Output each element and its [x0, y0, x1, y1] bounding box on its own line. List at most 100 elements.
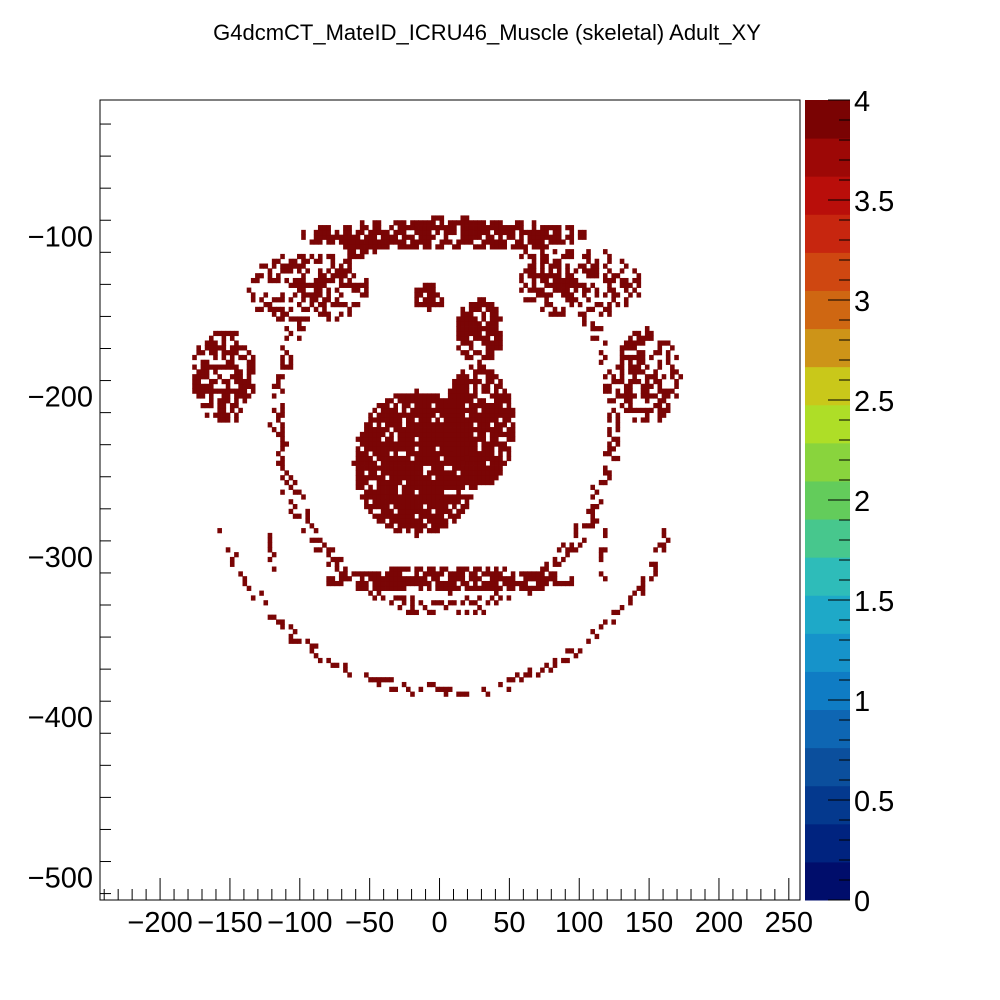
heatmap-cell-anterior-muscle-band — [569, 239, 575, 245]
heatmap-cell-heart-main — [431, 455, 436, 462]
heatmap-cell-heart-main — [385, 460, 390, 466]
heatmap-cell-right-upper-pec — [527, 273, 533, 279]
heatmap-cell-left-upper-pec — [334, 297, 340, 303]
heatmap-cell-heart-main — [418, 455, 424, 462]
heatmap-cell-anterior-muscle-band — [535, 234, 541, 240]
heatmap-cell-heart-main — [443, 446, 449, 452]
heatmap-cell-aorta-mid — [418, 292, 424, 298]
heatmap-cell-left-arm-muscle — [238, 369, 243, 375]
heatmap-cell-heart-main — [380, 494, 386, 500]
heatmap-cell-heart-main — [468, 479, 474, 486]
heatmap-cell-heart-main — [418, 422, 424, 428]
heatmap-cell-inner-torso-ring — [607, 431, 612, 438]
heatmap-cell-right-arm-muscle — [657, 378, 663, 385]
heatmap-cell-left-upper-pec — [301, 263, 306, 269]
heatmap-cell-heart-main — [376, 441, 382, 447]
heatmap-cell-heart-main — [418, 523, 424, 529]
heatmap-cell-left-arm-muscle — [234, 388, 239, 394]
heatmap-cell-posterior-band — [359, 585, 365, 591]
heatmap-cell-outer-skin-ring — [640, 590, 646, 596]
heatmap-cell-anterior-muscle-band — [397, 229, 403, 236]
heatmap-cell-outer-skin-ring — [665, 537, 671, 543]
heatmap-cell-anterior-muscle-band — [494, 244, 499, 250]
heatmap-cell-inner-torso-ring — [271, 383, 277, 389]
heatmap-cell-heart-main — [401, 513, 407, 519]
heatmap-cell-outer-skin-ring — [561, 657, 566, 664]
heatmap-cell-anterior-muscle-band — [548, 225, 554, 231]
heatmap-cell-outer-skin-ring — [498, 681, 503, 688]
heatmap-cell-posterior-band — [397, 566, 403, 572]
heatmap-cell-right-upper-pec — [544, 302, 549, 308]
heatmap-cell-heart-main — [443, 518, 449, 524]
heatmap-cell-right-upper-pec — [619, 268, 625, 274]
heatmap-cell-heart-main — [460, 465, 466, 471]
heatmap-cell-heart-main — [397, 455, 403, 462]
heatmap-cell-heart-main — [439, 451, 445, 457]
heatmap-cell-anterior-muscle-band — [410, 244, 415, 250]
heatmap-cell-heart-main — [393, 427, 398, 433]
heatmap-cell-heart-main — [401, 523, 407, 529]
heatmap-cell-heart-main — [397, 504, 403, 510]
heatmap-cell-anterior-muscle-band — [552, 225, 558, 231]
heatmap-cell-inner-torso-ring — [376, 244, 382, 250]
heatmap-cell-inner-torso-ring — [397, 595, 403, 601]
heatmap-cell-inner-torso-ring — [582, 537, 587, 543]
heatmap-cell-heart-main — [422, 403, 428, 409]
heatmap-cell-heart-main — [385, 499, 390, 505]
heatmap-cell-heart-main — [456, 427, 461, 433]
heatmap-cell-inner-torso-ring — [607, 388, 612, 394]
heatmap-cell-posterior-band — [338, 576, 344, 582]
heatmap-cell-heart-right — [485, 369, 491, 375]
heatmap-cell-anterior-muscle-band — [364, 225, 369, 231]
heatmap-cell-outer-skin-ring — [649, 561, 654, 567]
heatmap-cell-right-upper-pec — [531, 297, 537, 303]
heatmap-cell-inner-torso-ring — [305, 513, 310, 519]
heatmap-cell-inner-torso-ring — [607, 412, 612, 418]
heatmap-cell-left-upper-pec — [338, 268, 344, 274]
heatmap-cell-anterior-muscle-band — [502, 239, 507, 245]
heatmap-cell-posterior-band — [523, 571, 528, 577]
heatmap-cell-heart-right — [502, 422, 507, 428]
heatmap-cell-heart-main — [385, 494, 390, 500]
heatmap-cell-left-upper-pec — [322, 273, 327, 279]
heatmap-cell-anterior-muscle-band — [556, 234, 562, 240]
heatmap-cell-right-arm-muscle — [674, 369, 679, 375]
heatmap-cell-heart-main — [385, 403, 390, 409]
heatmap-cell-left-arm-muscle — [221, 388, 227, 394]
heatmap-cell-inner-torso-ring — [280, 412, 285, 418]
heatmap-cell-anterior-muscle-band — [485, 239, 491, 245]
heatmap-cell-heart-main — [452, 446, 457, 452]
heatmap-cell-right-upper-pec — [590, 306, 596, 313]
heatmap-cell-heart-main — [426, 489, 432, 495]
heatmap-cell-anterior-muscle-band — [313, 229, 319, 236]
heatmap-cell-heart-main — [397, 494, 403, 500]
heatmap-cell-inner-torso-ring — [343, 566, 348, 572]
heatmap-cell-anterior-muscle-band — [405, 244, 411, 250]
heatmap-cell-heart-right — [502, 417, 507, 423]
heatmap-cell-outer-skin-ring — [343, 662, 348, 668]
heatmap-cell-heart-main — [435, 441, 440, 447]
heatmap-cell-inner-torso-ring — [401, 595, 407, 601]
heatmap-cell-aorta-mid — [422, 287, 428, 293]
heatmap-cell-right-arm-muscle — [665, 340, 671, 346]
heatmap-cell-posterior-band — [489, 580, 495, 587]
x-tick-label: −200 — [127, 907, 192, 939]
heatmap-cell-inner-torso-ring — [280, 446, 285, 452]
heatmap-cell-posterior-band — [473, 580, 478, 587]
x-tick-label: −100 — [267, 907, 332, 939]
heatmap-cell-left-upper-pec — [326, 311, 331, 317]
heatmap-cell-heart-main — [376, 504, 382, 510]
heatmap-cell-posterior-band — [477, 585, 482, 591]
heatmap-cell-right-arm-muscle — [632, 354, 637, 361]
heatmap-cell-heart-main — [401, 475, 407, 481]
heatmap-cell-left-upper-pec — [271, 306, 277, 313]
heatmap-cell-heart-main — [418, 528, 424, 534]
heatmap-cell-heart-main — [422, 455, 428, 462]
heatmap-cell-left-upper-pec — [284, 277, 290, 284]
heatmap-cell-right-arm-muscle — [661, 393, 667, 399]
heatmap-cell-heart-main — [439, 508, 445, 515]
heatmap-cell-posterior-band — [552, 580, 558, 587]
heatmap-cell-left-arm-muscle — [213, 330, 218, 337]
heatmap-cell-anterior-muscle-band — [330, 239, 336, 245]
heatmap-cell-right-arm-muscle — [632, 340, 637, 346]
